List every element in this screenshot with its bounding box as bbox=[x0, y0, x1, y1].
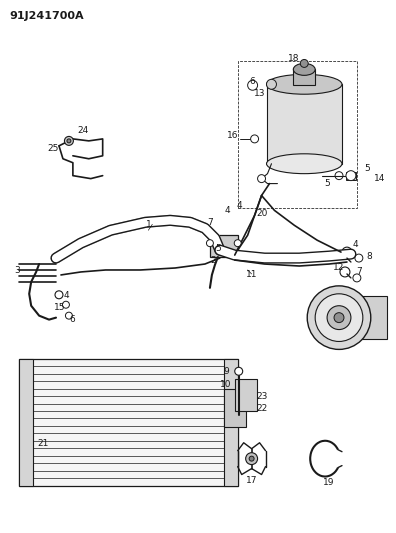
Text: 3: 3 bbox=[14, 266, 20, 276]
Bar bbox=[349, 296, 386, 340]
Circle shape bbox=[307, 286, 371, 350]
Text: 12: 12 bbox=[333, 263, 345, 272]
Text: 8: 8 bbox=[366, 252, 372, 261]
Text: 20: 20 bbox=[256, 209, 267, 218]
Circle shape bbox=[235, 367, 243, 375]
Text: 6: 6 bbox=[250, 77, 255, 86]
Circle shape bbox=[346, 171, 356, 181]
Circle shape bbox=[55, 291, 63, 299]
Text: 4: 4 bbox=[237, 201, 242, 210]
Text: 14: 14 bbox=[374, 174, 385, 183]
Text: 16: 16 bbox=[227, 132, 238, 140]
Text: 91J241700A: 91J241700A bbox=[10, 11, 84, 21]
Text: 18: 18 bbox=[287, 54, 299, 63]
Ellipse shape bbox=[293, 63, 315, 75]
Text: 13: 13 bbox=[254, 88, 265, 98]
Circle shape bbox=[206, 240, 213, 247]
Text: 22: 22 bbox=[256, 405, 267, 414]
Text: 2: 2 bbox=[210, 255, 216, 264]
Text: 23: 23 bbox=[256, 392, 267, 401]
Circle shape bbox=[67, 139, 71, 143]
Bar bbox=[224, 359, 238, 487]
Circle shape bbox=[342, 247, 352, 257]
Circle shape bbox=[327, 306, 351, 329]
Circle shape bbox=[340, 267, 350, 277]
Circle shape bbox=[353, 274, 361, 282]
Circle shape bbox=[248, 80, 257, 90]
Text: 9: 9 bbox=[223, 367, 228, 376]
Text: 15: 15 bbox=[54, 303, 66, 312]
Circle shape bbox=[246, 453, 257, 465]
Circle shape bbox=[315, 294, 363, 342]
Text: 5: 5 bbox=[215, 244, 221, 253]
Circle shape bbox=[257, 175, 266, 183]
Text: 6: 6 bbox=[69, 315, 75, 324]
Circle shape bbox=[249, 456, 254, 461]
Text: 19: 19 bbox=[323, 478, 335, 487]
Text: 17: 17 bbox=[246, 476, 257, 485]
Circle shape bbox=[65, 312, 72, 319]
Text: 4: 4 bbox=[225, 206, 230, 215]
Bar bbox=[224, 389, 246, 427]
Circle shape bbox=[334, 313, 344, 322]
Bar bbox=[19, 359, 33, 487]
Text: 25: 25 bbox=[48, 144, 59, 154]
Bar bbox=[346, 172, 356, 180]
Text: 7: 7 bbox=[356, 268, 362, 277]
Text: 11: 11 bbox=[246, 270, 257, 279]
Circle shape bbox=[300, 60, 308, 67]
Circle shape bbox=[234, 240, 241, 247]
Text: 7: 7 bbox=[207, 218, 213, 227]
Text: 5: 5 bbox=[364, 164, 370, 173]
Text: 4: 4 bbox=[352, 240, 358, 249]
Bar bbox=[238, 61, 357, 208]
Circle shape bbox=[251, 135, 259, 143]
Text: 4: 4 bbox=[63, 292, 69, 300]
Text: 5: 5 bbox=[324, 179, 330, 188]
Bar bbox=[19, 359, 238, 487]
Text: 1: 1 bbox=[145, 220, 151, 229]
Circle shape bbox=[65, 136, 73, 146]
Circle shape bbox=[63, 301, 69, 308]
Text: 24: 24 bbox=[77, 126, 88, 135]
Circle shape bbox=[335, 172, 343, 180]
Bar bbox=[235, 379, 257, 411]
Text: 10: 10 bbox=[220, 379, 232, 389]
Circle shape bbox=[355, 254, 363, 262]
Bar bbox=[267, 84, 342, 164]
Ellipse shape bbox=[267, 154, 342, 174]
Text: 21: 21 bbox=[37, 439, 49, 448]
Ellipse shape bbox=[267, 75, 342, 94]
Bar bbox=[210, 235, 238, 257]
Circle shape bbox=[267, 79, 276, 89]
Bar bbox=[293, 69, 315, 85]
